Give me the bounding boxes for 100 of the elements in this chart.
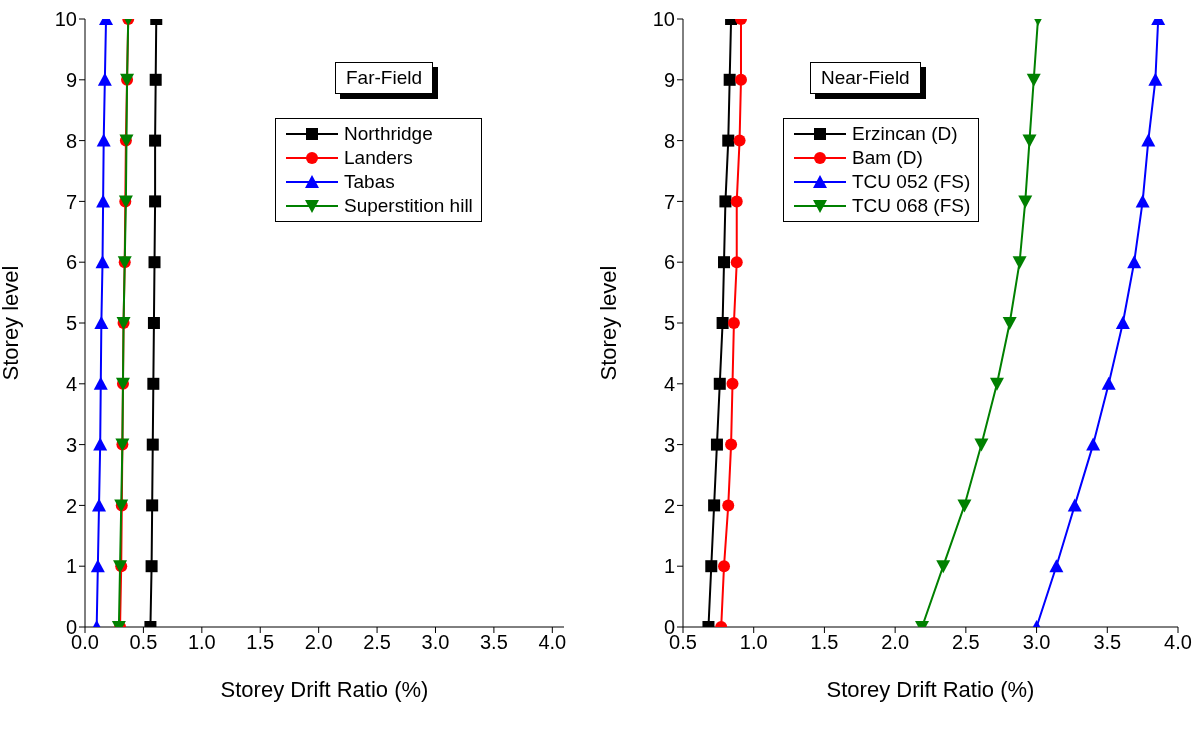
legend-label: TCU 068 (FS) (852, 195, 971, 217)
point (936, 560, 951, 574)
point (725, 438, 738, 451)
x-tick-label: 2.0 (881, 631, 910, 654)
point (1002, 317, 1017, 330)
point (722, 499, 735, 512)
y-axis-title: Storey level (0, 265, 23, 381)
point (718, 560, 731, 573)
point (92, 498, 107, 512)
point (96, 194, 111, 208)
point (146, 438, 159, 451)
x-tick-label: 1.5 (810, 631, 839, 654)
point (1049, 559, 1064, 573)
point (710, 438, 723, 451)
y-tick-label: 8 (663, 129, 675, 152)
x-tick-label: 3.0 (421, 631, 450, 654)
y-tick-label: 5 (663, 312, 675, 335)
y-tick-label: 6 (65, 251, 77, 274)
point (1141, 133, 1156, 147)
legend-label: Tabas (344, 171, 395, 193)
point (149, 134, 162, 147)
point (90, 559, 105, 573)
x-tick-label: 1.0 (187, 631, 216, 654)
point (146, 499, 159, 512)
point (148, 256, 161, 269)
point (1018, 195, 1033, 209)
point (149, 73, 162, 86)
point (708, 499, 721, 512)
point (1086, 437, 1101, 451)
x-tick-label: 1.0 (739, 631, 768, 654)
x-tick-label: 3.0 (1022, 631, 1051, 654)
x-tick-label: 2.0 (304, 631, 333, 654)
y-tick-label: 2 (663, 494, 675, 517)
legend-label: Landers (344, 147, 413, 169)
y-tick-label: 10 (54, 8, 77, 31)
point (1135, 194, 1150, 208)
point (726, 377, 739, 390)
x-tick-label: 4.0 (1164, 631, 1192, 654)
point (97, 72, 112, 86)
point (718, 256, 731, 269)
point (1101, 376, 1116, 390)
x-axis-title: Storey Drift Ratio (%) (220, 677, 429, 702)
point (733, 134, 746, 147)
point (147, 377, 160, 390)
y-tick-label: 9 (663, 68, 675, 91)
point (93, 437, 108, 451)
point (1026, 73, 1041, 87)
y-tick-label: 9 (65, 68, 77, 91)
point (1115, 316, 1130, 329)
y-tick-label: 4 (663, 372, 675, 395)
x-tick-label: 0.5 (129, 631, 158, 654)
point (1148, 72, 1163, 86)
point (957, 499, 972, 513)
legend-label: TCU 052 (FS) (852, 171, 971, 193)
y-tick-label: 8 (65, 129, 77, 152)
point (722, 134, 735, 147)
y-tick-label: 10 (652, 8, 675, 31)
point (149, 195, 162, 208)
legend-label: Bam (D) (852, 147, 923, 169)
point (974, 438, 989, 452)
point (96, 133, 111, 147)
y-tick-label: 6 (663, 251, 675, 274)
point (730, 256, 743, 269)
y-tick-label: 3 (663, 433, 675, 456)
x-axis-title: Storey Drift Ratio (%) (826, 677, 1035, 702)
point (989, 377, 1004, 391)
annotation: Near-Field (810, 62, 921, 94)
x-tick-label: 2.5 (951, 631, 980, 654)
y-tick-label: 1 (65, 555, 77, 578)
annotation: Far-Field (335, 62, 434, 94)
point (719, 195, 732, 208)
y-tick-label: 4 (65, 372, 77, 395)
point (716, 317, 729, 329)
legend-label: Northridge (344, 123, 433, 145)
point (1067, 498, 1082, 512)
point (94, 316, 109, 329)
y-axis-title: Storey level (595, 265, 621, 381)
y-tick-label: 3 (65, 433, 77, 456)
point (1127, 255, 1142, 269)
point (93, 376, 108, 390)
y-tick-label: 7 (663, 190, 675, 213)
x-tick-label: 2.5 (363, 631, 391, 654)
x-tick-label: 3.5 (480, 631, 508, 654)
x-tick-label: 1.5 (246, 631, 275, 654)
point (147, 317, 160, 329)
y-tick-label: 1 (663, 555, 675, 578)
point (1012, 256, 1027, 270)
point (723, 73, 736, 86)
y-tick-label: 5 (65, 312, 77, 335)
point (734, 73, 747, 86)
y-tick-label: 7 (65, 190, 77, 213)
y-tick-label: 2 (65, 494, 77, 517)
point (1022, 134, 1037, 148)
legend-label: Superstition hill (344, 195, 473, 217)
point (95, 255, 110, 269)
x-tick-label: 3.5 (1093, 631, 1122, 654)
point (727, 317, 740, 329)
point (705, 560, 718, 573)
legend-label: Erzincan (D) (852, 123, 958, 145)
point (145, 560, 158, 573)
